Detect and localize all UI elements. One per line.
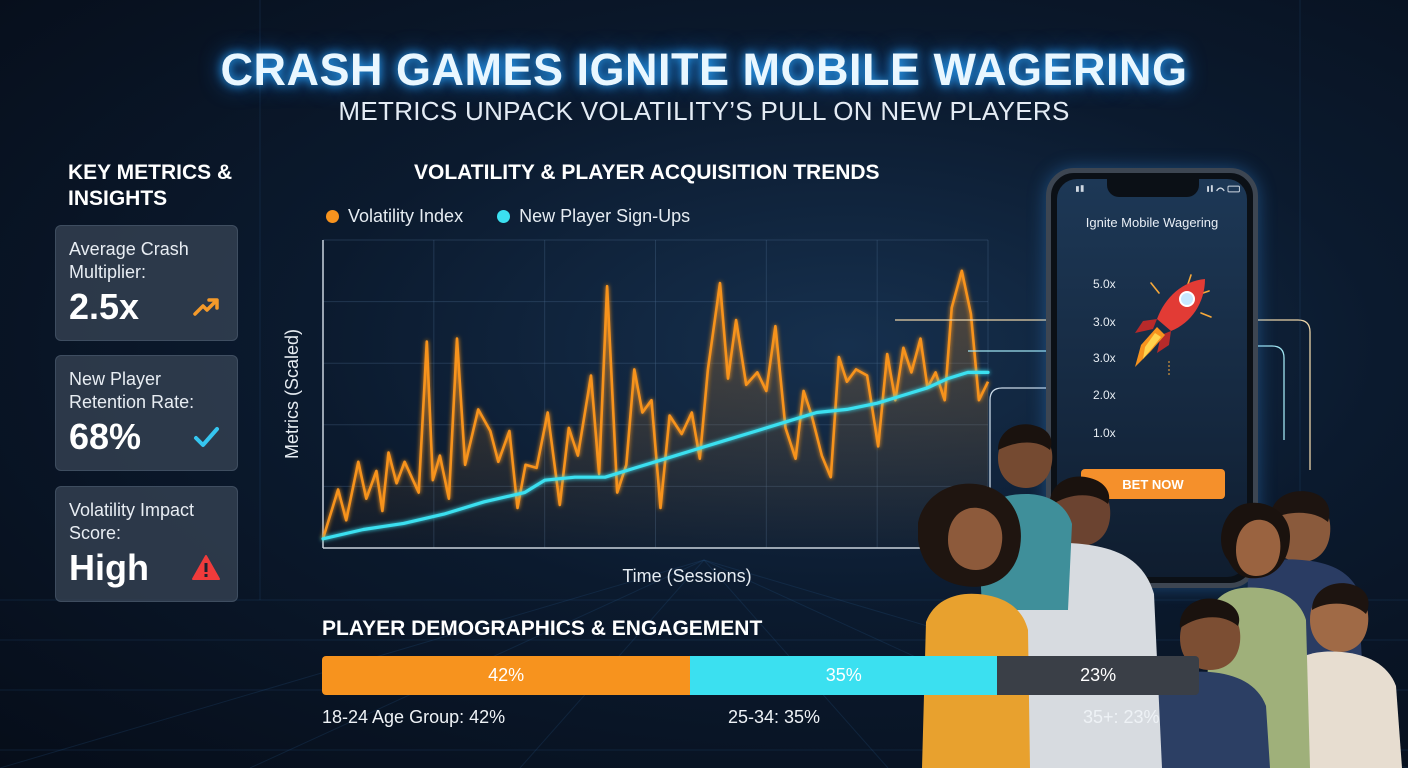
legend-label: New Player Sign-Ups: [519, 205, 691, 226]
segment-value-label: 35%: [825, 665, 862, 685]
trend-up-icon: [193, 298, 219, 316]
metric-label: New Player Retention Rate:: [69, 369, 195, 412]
main-title: CRASH GAMES IGNITE MOBILE WAGERING: [220, 44, 1188, 95]
multiplier-label: 5.0x: [1093, 277, 1116, 291]
series-line-volatility-index: [321, 269, 990, 540]
legend-item-signups: New Player Sign-Ups: [497, 206, 690, 227]
warning-icon: [192, 555, 220, 580]
multiplier-label: 2.0x: [1093, 388, 1116, 402]
volatility-area: [323, 270, 988, 548]
check-icon: [194, 427, 219, 447]
phone-screen: Ignite Mobile Wagering 5.0x 3.0x 3.0x 2.…: [1057, 179, 1247, 577]
demographic-segment-35-plus: 23%: [997, 656, 1199, 695]
metric-card-volatility-impact: Volatility Impact Score: High: [55, 486, 238, 602]
rocket-icon: [1135, 274, 1212, 375]
demographics-stacked-bar: 42% 35% 23%: [322, 656, 1199, 695]
y-axis-label: Metrics (Scaled): [282, 329, 302, 459]
chart-title: VOLATILITY & PLAYER ACQUISITION TRENDS: [414, 161, 880, 184]
phone-app-title: Ignite Mobile Wagering: [1085, 215, 1219, 230]
metric-label: Average Crash Multiplier:: [69, 239, 189, 282]
segment-value-label: 23%: [1080, 665, 1117, 685]
phone-mockup: Ignite Mobile Wagering 5.0x 3.0x 3.0x 2.…: [1046, 168, 1258, 588]
subtitle: METRICS UNPACK VOLATILITY’S PULL ON NEW …: [338, 96, 1070, 126]
metric-label: Volatility Impact Score:: [69, 500, 195, 543]
demographic-segment-18-24: 42%: [322, 656, 691, 695]
metric-value: 2.5x: [69, 286, 140, 327]
multiplier-label: 3.0x: [1093, 351, 1116, 365]
key-metrics-heading: KEY METRICS & INSIGHTS: [68, 161, 233, 210]
chart-legend: Volatility Index New Player Sign-Ups: [326, 205, 724, 227]
segment-value-label: 42%: [488, 665, 525, 685]
demographics-title: PLAYER DEMOGRAPHICS & ENGAGEMENT: [322, 617, 763, 640]
multiplier-label: 3.0x: [1093, 315, 1116, 329]
metric-value: High: [69, 547, 149, 588]
series-line-new-player-sign-ups: [321, 370, 990, 541]
demographic-caption: 25-34: 35%: [728, 707, 821, 727]
demographic-caption: 18-24 Age Group: 42%: [322, 707, 506, 727]
metric-value: 68%: [69, 416, 142, 457]
demographic-segment-25-34: 35%: [690, 656, 998, 695]
phone-notch: [1107, 179, 1199, 197]
multiplier-label: 1.0x: [1093, 426, 1116, 440]
demographic-caption: 35+: 23%: [1083, 707, 1160, 727]
x-axis-label: Time (Sessions): [622, 566, 751, 586]
line-chart: Metrics (Scaled) Time (Sessions): [282, 239, 990, 586]
people-illustration: [918, 424, 1402, 768]
metric-card-crash-multiplier: Average Crash Multiplier: 2.5x: [55, 225, 238, 341]
status-bar-icons: [1076, 185, 1240, 193]
legend-dot: [497, 209, 511, 223]
legend-dot: [326, 209, 339, 223]
metric-card-retention-rate: New Player Retention Rate: 68%: [55, 355, 238, 471]
legend-label: Volatility Index: [348, 205, 464, 226]
legend-item-volatility: Volatility Index: [326, 206, 463, 227]
